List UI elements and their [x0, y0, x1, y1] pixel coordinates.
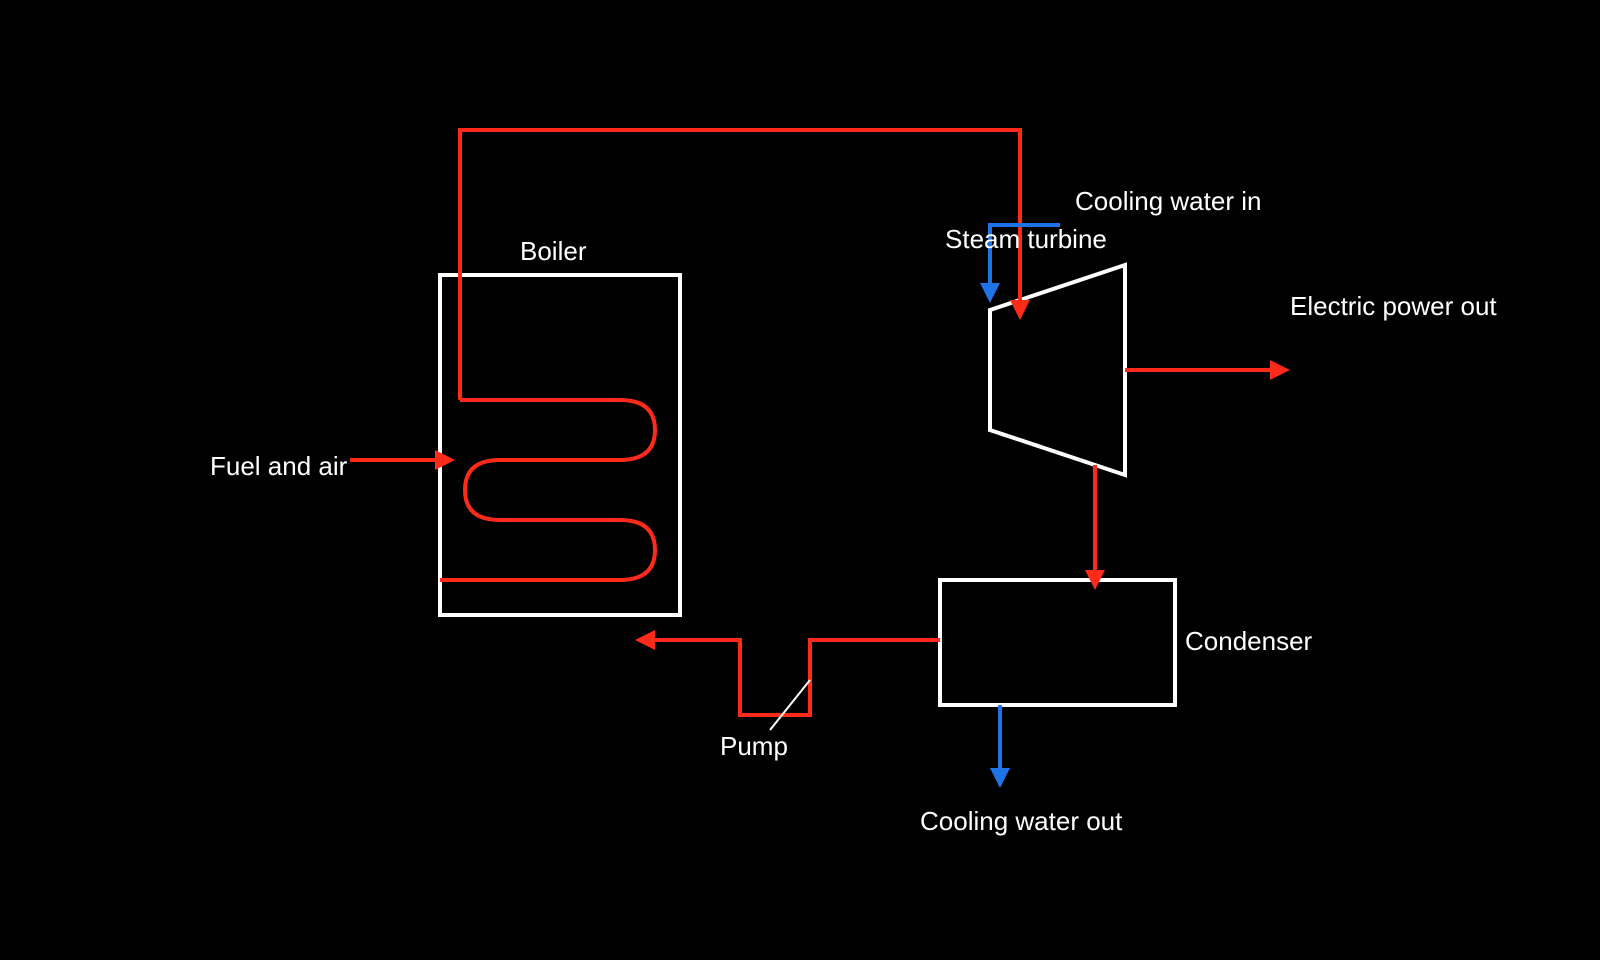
boiler-label: Boiler [520, 236, 587, 266]
fuel-air-label: Fuel and air [210, 451, 348, 481]
steam-turbine-label: Steam turbine [945, 224, 1107, 254]
cooling-water-in-label: Cooling water in [1075, 186, 1261, 216]
turbine-shape [990, 265, 1125, 475]
steam-serpentine [460, 400, 655, 580]
pump-label: Pump [720, 731, 788, 761]
fuel-air-arrowhead [435, 450, 455, 470]
boiler-to-turbine-arrowhead [1010, 300, 1030, 320]
electric-power-arrowhead [1270, 360, 1290, 380]
power-plant-diagram: Boiler Fuel and air Steam turbine Electr… [0, 0, 1600, 960]
condenser-to-boiler [648, 640, 940, 715]
cooling-water-out-arrowhead [990, 768, 1010, 788]
cooling-water-out-label: Cooling water out [920, 806, 1123, 836]
condenser-to-boiler-arrowhead [635, 630, 655, 650]
electric-power-label: Electric power out [1290, 291, 1497, 321]
boiler-box [440, 275, 680, 615]
cooling-water-in-arrowhead [980, 283, 1000, 303]
condenser-box [940, 580, 1175, 705]
pump-leader [770, 680, 810, 730]
condenser-label: Condenser [1185, 626, 1313, 656]
